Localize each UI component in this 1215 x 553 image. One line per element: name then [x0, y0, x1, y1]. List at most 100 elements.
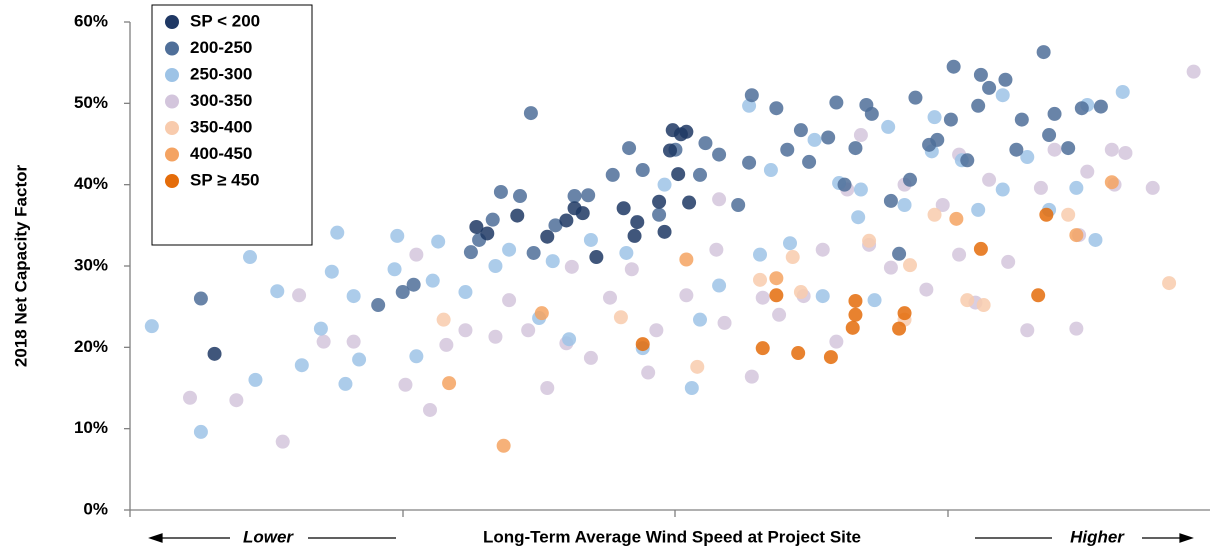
point	[346, 289, 361, 304]
point	[425, 273, 440, 288]
point	[1074, 101, 1089, 116]
point	[1186, 64, 1201, 79]
point	[496, 438, 511, 453]
point	[581, 188, 596, 203]
point	[526, 245, 541, 260]
point	[897, 306, 912, 321]
point	[976, 298, 991, 313]
point	[583, 350, 598, 365]
point	[183, 390, 197, 405]
point	[243, 250, 257, 265]
y-tick-label: 0%	[83, 499, 108, 518]
point	[848, 293, 863, 308]
legend-marker	[165, 41, 179, 56]
arrows	[148, 533, 1194, 543]
point	[469, 219, 484, 234]
point	[1033, 180, 1048, 195]
point	[630, 215, 645, 230]
point	[744, 369, 759, 384]
point	[679, 252, 694, 267]
point	[458, 323, 473, 338]
point	[624, 262, 639, 277]
point	[712, 147, 727, 162]
point	[649, 323, 664, 338]
x-axis-title: Long-Term Average Wind Speed at Project …	[483, 527, 861, 546]
annotation: Lower	[243, 527, 294, 546]
legend-label: 350-400	[190, 117, 252, 136]
point	[540, 381, 555, 395]
point	[1031, 288, 1046, 303]
legend-marker	[165, 174, 179, 188]
point	[510, 208, 525, 223]
point	[346, 334, 361, 349]
point	[807, 132, 822, 147]
point	[603, 290, 617, 305]
point	[845, 320, 860, 335]
point	[395, 285, 410, 300]
point	[791, 346, 806, 361]
point	[763, 163, 778, 178]
point	[657, 224, 672, 239]
y-tick-label: 50%	[74, 93, 108, 112]
point	[423, 402, 437, 417]
point	[793, 285, 808, 300]
legend-label: SP ≥ 450	[190, 170, 260, 189]
point	[837, 177, 852, 192]
point	[693, 167, 707, 182]
legend-label: 300-350	[190, 91, 252, 110]
point	[851, 210, 866, 225]
point	[853, 128, 868, 143]
point	[559, 213, 574, 228]
point	[753, 247, 767, 262]
point	[815, 289, 830, 304]
point	[682, 195, 697, 210]
point	[502, 242, 517, 257]
point	[1001, 254, 1016, 269]
point	[458, 285, 473, 300]
point	[641, 365, 656, 380]
point	[1069, 180, 1084, 195]
point	[862, 233, 877, 248]
point	[742, 98, 757, 113]
point	[982, 80, 997, 95]
point	[712, 192, 727, 207]
point	[1020, 323, 1035, 338]
point	[1020, 150, 1035, 165]
point	[1042, 128, 1057, 143]
point	[698, 136, 713, 151]
point	[998, 72, 1013, 87]
point	[1014, 112, 1029, 127]
point	[960, 293, 975, 308]
point	[793, 123, 808, 138]
point	[802, 154, 817, 169]
point	[463, 245, 478, 260]
plot-area	[144, 45, 1201, 453]
point	[1061, 207, 1076, 222]
point	[575, 206, 590, 221]
point	[742, 155, 757, 170]
point	[1047, 142, 1062, 157]
annotation: Higher	[1070, 527, 1125, 546]
point	[853, 182, 868, 197]
point	[294, 358, 309, 373]
point	[613, 310, 628, 325]
point	[973, 241, 988, 256]
legend-marker	[165, 68, 179, 82]
point	[398, 377, 413, 392]
point	[193, 291, 208, 306]
point	[485, 212, 500, 227]
point	[848, 141, 863, 156]
point	[562, 332, 577, 347]
point	[943, 112, 958, 127]
point	[744, 88, 759, 103]
point	[292, 288, 307, 303]
point	[657, 177, 672, 192]
point	[848, 307, 863, 322]
point	[1009, 142, 1024, 157]
point	[627, 228, 642, 243]
point	[883, 193, 898, 208]
point	[270, 284, 285, 299]
point	[671, 167, 686, 182]
point	[731, 198, 746, 212]
